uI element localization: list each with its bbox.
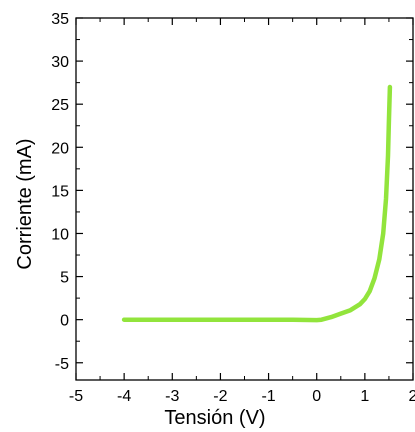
plot-border bbox=[75, 17, 414, 381]
plot-frame bbox=[75, 17, 414, 381]
y-tick-label: 20 bbox=[51, 140, 69, 157]
y-tick-label: 25 bbox=[51, 97, 69, 114]
y-tick-label: 5 bbox=[60, 270, 69, 287]
series-line bbox=[121, 84, 393, 323]
y-axis-label: Corriente (mA) bbox=[14, 138, 36, 269]
x-axis-label: Tensión (V) bbox=[164, 407, 265, 429]
y-tick-label: 0 bbox=[60, 313, 69, 330]
y-tick-label: 10 bbox=[51, 226, 69, 243]
x-tick-label: -4 bbox=[117, 388, 131, 405]
y-tick-label: 35 bbox=[51, 11, 69, 28]
axis-ticks bbox=[75, 17, 414, 380]
y-tick-label: 15 bbox=[51, 183, 69, 200]
x-tick-label: -5 bbox=[69, 388, 83, 405]
x-tick-label: 1 bbox=[360, 388, 369, 405]
x-tick-label: -2 bbox=[213, 388, 227, 405]
data-series bbox=[121, 84, 393, 323]
y-tick-label: -5 bbox=[55, 356, 69, 373]
y-tick-label: 30 bbox=[51, 54, 69, 71]
axis-tick-labels: -5 -4 -3 -2 -1 0 1 2 -5 0 5 10 15 20 25 30 35 bbox=[51, 11, 415, 405]
x-tick-label: -1 bbox=[261, 388, 275, 405]
x-tick-label: 2 bbox=[409, 388, 415, 405]
x-tick-label: -3 bbox=[165, 388, 179, 405]
x-tick-label: 0 bbox=[312, 388, 321, 405]
